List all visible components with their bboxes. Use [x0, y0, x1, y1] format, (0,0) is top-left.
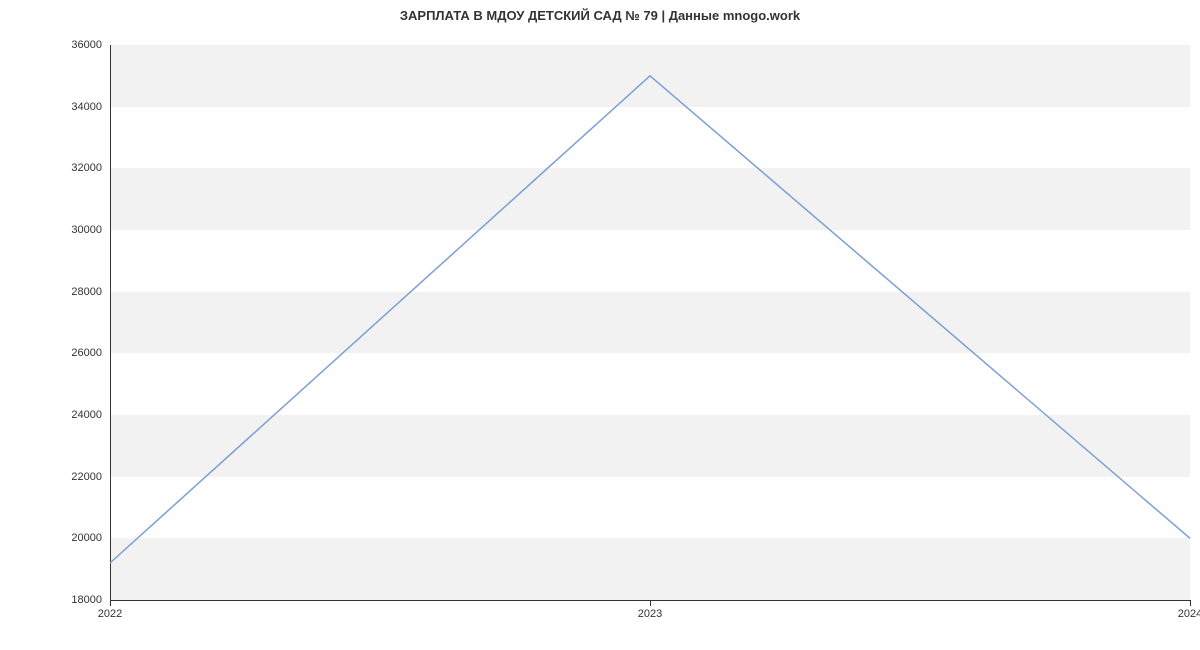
y-tick-label: 30000 [71, 224, 102, 236]
x-tick-mark [1190, 600, 1191, 606]
y-tick-label: 26000 [71, 347, 102, 359]
line-layer [110, 45, 1190, 600]
y-tick-label: 36000 [71, 39, 102, 51]
x-axis-line [110, 600, 1190, 601]
y-tick-label: 20000 [71, 532, 102, 544]
x-tick-label: 2024 [1178, 608, 1200, 620]
chart-title: ЗАРПЛАТА В МДОУ ДЕТСКИЙ САД № 79 | Данны… [0, 8, 1200, 23]
x-tick-label: 2023 [638, 608, 662, 620]
y-tick-label: 18000 [71, 594, 102, 606]
y-tick-label: 34000 [71, 101, 102, 113]
y-tick-label: 32000 [71, 162, 102, 174]
series-line-salary [110, 76, 1190, 563]
y-tick-label: 28000 [71, 286, 102, 298]
y-tick-label: 22000 [71, 471, 102, 483]
x-tick-label: 2022 [98, 608, 122, 620]
plot-area: 1800020000220002400026000280003000032000… [110, 45, 1190, 600]
chart-container: ЗАРПЛАТА В МДОУ ДЕТСКИЙ САД № 79 | Данны… [0, 0, 1200, 650]
y-tick-label: 24000 [71, 409, 102, 421]
